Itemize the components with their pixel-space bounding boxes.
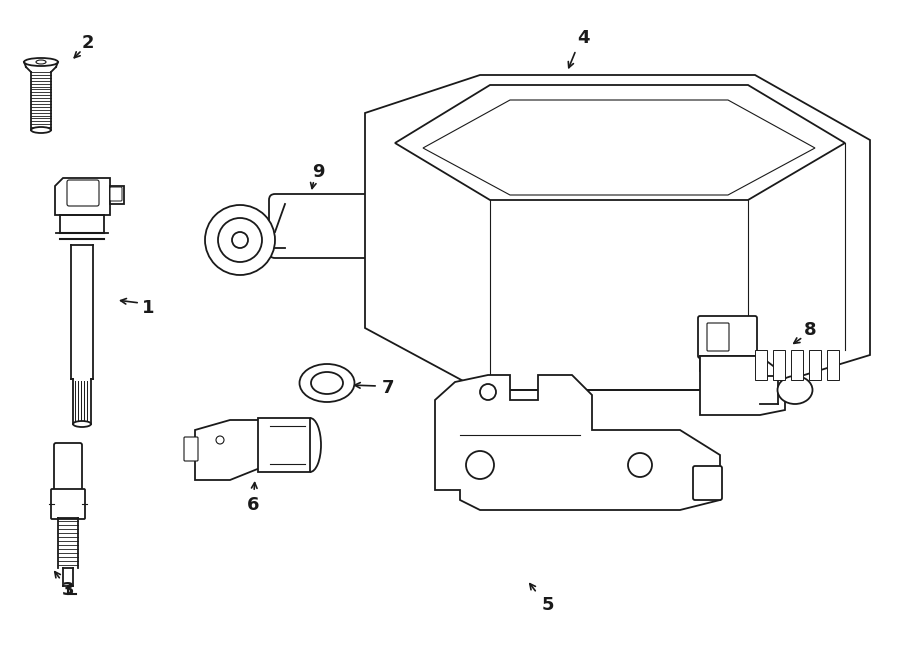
Bar bbox=[773, 350, 785, 380]
FancyBboxPatch shape bbox=[698, 316, 757, 358]
Circle shape bbox=[216, 436, 224, 444]
Polygon shape bbox=[700, 356, 785, 415]
Polygon shape bbox=[55, 178, 110, 215]
Ellipse shape bbox=[73, 421, 91, 427]
Polygon shape bbox=[365, 75, 870, 390]
FancyBboxPatch shape bbox=[707, 323, 729, 351]
Circle shape bbox=[466, 451, 494, 479]
FancyBboxPatch shape bbox=[67, 180, 99, 206]
Text: 3: 3 bbox=[62, 581, 74, 599]
Text: 8: 8 bbox=[804, 321, 816, 339]
FancyBboxPatch shape bbox=[110, 187, 122, 201]
Text: 6: 6 bbox=[247, 496, 259, 514]
Ellipse shape bbox=[31, 127, 51, 133]
Text: 9: 9 bbox=[311, 163, 324, 181]
Polygon shape bbox=[258, 418, 310, 472]
Circle shape bbox=[205, 205, 275, 275]
Bar bbox=[827, 350, 839, 380]
Text: 7: 7 bbox=[382, 379, 394, 397]
Circle shape bbox=[232, 232, 248, 248]
Bar bbox=[700, 356, 760, 371]
FancyBboxPatch shape bbox=[54, 443, 82, 492]
Ellipse shape bbox=[24, 58, 58, 66]
Bar bbox=[809, 350, 821, 380]
Circle shape bbox=[480, 384, 496, 400]
FancyBboxPatch shape bbox=[269, 194, 371, 258]
Ellipse shape bbox=[300, 364, 355, 402]
Polygon shape bbox=[435, 375, 720, 510]
Ellipse shape bbox=[778, 376, 813, 404]
Polygon shape bbox=[395, 85, 845, 200]
Ellipse shape bbox=[311, 372, 343, 394]
Bar bbox=[791, 350, 803, 380]
Text: 2: 2 bbox=[82, 34, 94, 52]
FancyBboxPatch shape bbox=[693, 466, 722, 500]
FancyBboxPatch shape bbox=[51, 489, 85, 519]
Circle shape bbox=[628, 453, 652, 477]
Circle shape bbox=[218, 218, 262, 262]
FancyBboxPatch shape bbox=[184, 437, 198, 461]
Text: 1: 1 bbox=[142, 299, 154, 317]
Bar bbox=[110, 186, 124, 204]
Text: 5: 5 bbox=[542, 596, 554, 614]
Polygon shape bbox=[195, 420, 260, 480]
Ellipse shape bbox=[36, 60, 46, 64]
Bar bbox=[755, 350, 767, 380]
Text: 4: 4 bbox=[577, 29, 590, 47]
Polygon shape bbox=[423, 100, 815, 195]
